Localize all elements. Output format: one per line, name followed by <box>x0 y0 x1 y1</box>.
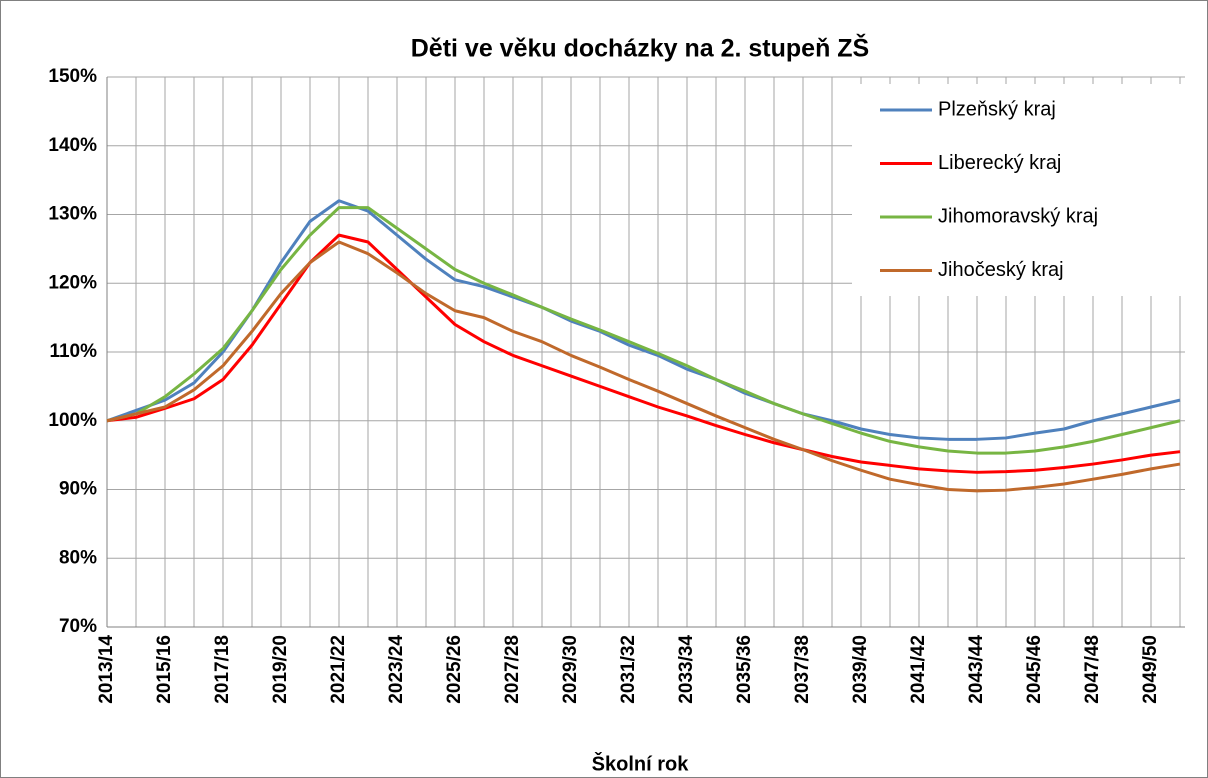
x-tick-label: 2019/20 <box>270 635 291 704</box>
x-tick-label: 2039/40 <box>850 635 871 704</box>
legend <box>852 84 1185 296</box>
y-tick-label: 140% <box>48 135 97 156</box>
y-tick-label: 110% <box>49 341 97 362</box>
series-line <box>106 233 1181 474</box>
x-tick-label: 2045/46 <box>1024 635 1045 704</box>
series-line <box>106 240 1181 493</box>
x-tick-label: 2015/16 <box>154 635 175 704</box>
x-tick-label: 2047/48 <box>1082 635 1103 704</box>
y-tick-label: 120% <box>48 272 97 293</box>
y-tick-label: 90% <box>59 479 97 500</box>
series-line <box>106 206 1181 455</box>
x-tick-label: 2049/50 <box>1140 635 1161 704</box>
x-tick-label: 2041/42 <box>908 635 929 704</box>
series-line <box>106 199 1181 441</box>
x-tick-label: 2025/26 <box>444 635 465 704</box>
x-tick-label: 2031/32 <box>618 635 639 704</box>
x-tick-label: 2017/18 <box>212 635 233 704</box>
legend-label: Jihočeský kraj <box>938 259 1064 281</box>
x-tick-label: 2013/14 <box>96 635 117 704</box>
x-tick-label: 2021/22 <box>328 635 349 704</box>
y-tick-label: 130% <box>48 204 97 225</box>
x-tick-label: 2035/36 <box>734 635 755 704</box>
x-tick-label: 2023/24 <box>386 635 407 704</box>
y-tick-label: 100% <box>48 410 97 431</box>
x-axis-label: Školní rok <box>592 751 690 775</box>
y-tick-label: 70% <box>59 616 97 637</box>
chart-title: Děti ve věku docházky na 2. stupeň ZŠ <box>411 33 869 63</box>
x-tick-label: 2027/28 <box>502 635 523 704</box>
legend-label: Jihomoravský kraj <box>938 205 1098 227</box>
x-tick-label: 2029/30 <box>560 635 581 704</box>
y-tick-label: 150% <box>48 66 97 87</box>
legend-label: Liberecký kraj <box>938 152 1061 174</box>
y-tick-label: 80% <box>59 547 97 568</box>
x-tick-label: 2037/38 <box>792 635 813 704</box>
legend-label: Plzeňský kraj <box>938 98 1056 120</box>
x-tick-label: 2033/34 <box>676 635 697 704</box>
x-tick-label: 2043/44 <box>966 635 987 704</box>
